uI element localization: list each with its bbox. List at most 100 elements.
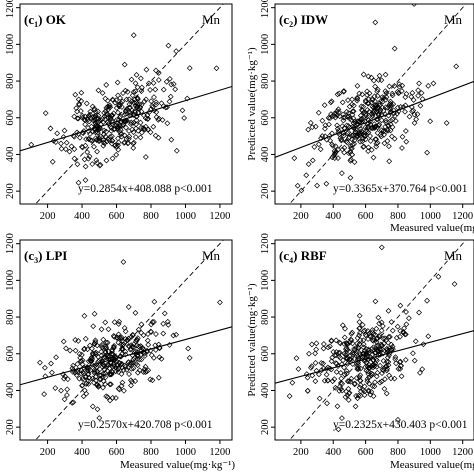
data-point bbox=[376, 320, 383, 327]
data-point bbox=[141, 98, 148, 105]
data-point bbox=[375, 77, 382, 83]
data-point bbox=[392, 356, 399, 363]
data-point bbox=[402, 357, 409, 363]
data-point bbox=[130, 360, 137, 366]
data-point bbox=[126, 133, 133, 140]
data-point bbox=[130, 32, 137, 39]
data-point bbox=[95, 87, 102, 94]
data-point bbox=[343, 340, 350, 346]
data-point bbox=[133, 121, 139, 128]
x-tick-label: 400 bbox=[325, 447, 341, 458]
data-point bbox=[106, 381, 113, 388]
data-point bbox=[339, 322, 346, 329]
data-point bbox=[152, 132, 159, 139]
data-point bbox=[78, 351, 85, 358]
data-point bbox=[103, 82, 110, 88]
data-point bbox=[341, 88, 347, 94]
data-point bbox=[155, 77, 162, 83]
data-point bbox=[109, 363, 116, 370]
data-point bbox=[343, 370, 350, 377]
data-point bbox=[97, 366, 103, 373]
data-point bbox=[320, 360, 327, 367]
data-point bbox=[312, 123, 319, 130]
panel-1: 200 400 600 800 1000 1200 200 400 600 800 1000 1200… bbox=[5, 0, 233, 222]
data-point bbox=[410, 107, 417, 114]
data-point bbox=[373, 136, 380, 143]
data-point bbox=[389, 343, 396, 350]
data-point bbox=[382, 71, 389, 78]
data-point bbox=[392, 354, 399, 361]
data-point bbox=[60, 134, 67, 140]
data-point bbox=[115, 369, 122, 375]
data-point bbox=[364, 328, 371, 334]
data-point bbox=[358, 103, 365, 110]
data-point bbox=[353, 375, 360, 381]
data-point bbox=[305, 126, 312, 133]
data-point bbox=[149, 319, 156, 325]
data-point bbox=[121, 325, 128, 331]
x-tick-label: 1200 bbox=[209, 447, 230, 458]
x-axis-label: Measured value(mg·kg⁻¹) bbox=[390, 459, 474, 471]
y-tick-label: 1200 bbox=[260, 0, 271, 18]
data-point bbox=[386, 372, 392, 379]
data-point bbox=[119, 122, 126, 129]
data-point bbox=[155, 374, 162, 381]
plot-area bbox=[275, 240, 474, 440]
data-point bbox=[109, 351, 116, 358]
data-point bbox=[76, 101, 82, 107]
data-point bbox=[104, 119, 111, 126]
data-point bbox=[392, 118, 399, 124]
data-point bbox=[382, 376, 388, 383]
data-point bbox=[135, 343, 142, 350]
data-point bbox=[105, 326, 112, 333]
data-point bbox=[96, 415, 103, 421]
data-point bbox=[351, 141, 357, 147]
data-point bbox=[93, 368, 100, 375]
data-point bbox=[424, 149, 430, 156]
data-point bbox=[398, 88, 405, 94]
data-point bbox=[381, 385, 388, 392]
data-point bbox=[363, 332, 370, 339]
data-point bbox=[312, 350, 319, 357]
data-point bbox=[323, 371, 330, 378]
data-point bbox=[341, 341, 348, 347]
data-point bbox=[122, 336, 129, 342]
data-point bbox=[68, 143, 75, 150]
data-point bbox=[83, 100, 90, 107]
data-point bbox=[107, 356, 114, 363]
data-point bbox=[350, 120, 357, 127]
data-point bbox=[360, 341, 367, 348]
data-point bbox=[150, 80, 157, 86]
data-point bbox=[383, 94, 390, 100]
data-point bbox=[370, 362, 377, 369]
data-point bbox=[380, 357, 387, 364]
data-point bbox=[377, 351, 384, 358]
data-point bbox=[163, 78, 170, 85]
data-point bbox=[398, 373, 405, 380]
data-point bbox=[137, 134, 144, 141]
data-point bbox=[134, 362, 141, 369]
data-point bbox=[357, 377, 363, 384]
data-point bbox=[102, 370, 109, 376]
data-point bbox=[355, 344, 362, 351]
data-point bbox=[147, 87, 153, 93]
data-point bbox=[346, 356, 353, 363]
data-point bbox=[336, 349, 343, 356]
data-point bbox=[347, 143, 354, 149]
y-tick-label: 1200 bbox=[5, 233, 16, 254]
data-point bbox=[347, 378, 354, 385]
data-point bbox=[356, 312, 363, 319]
data-point bbox=[122, 328, 129, 335]
data-point bbox=[126, 105, 133, 112]
data-point bbox=[158, 100, 165, 107]
data-point bbox=[140, 346, 147, 353]
data-point bbox=[53, 354, 59, 361]
y-tick-label: 1000 bbox=[5, 270, 16, 291]
data-point bbox=[318, 360, 325, 366]
data-point bbox=[66, 148, 73, 155]
data-point bbox=[142, 363, 149, 370]
data-point bbox=[155, 134, 162, 141]
data-point bbox=[385, 334, 392, 340]
data-point bbox=[173, 147, 180, 154]
data-point bbox=[124, 337, 130, 344]
